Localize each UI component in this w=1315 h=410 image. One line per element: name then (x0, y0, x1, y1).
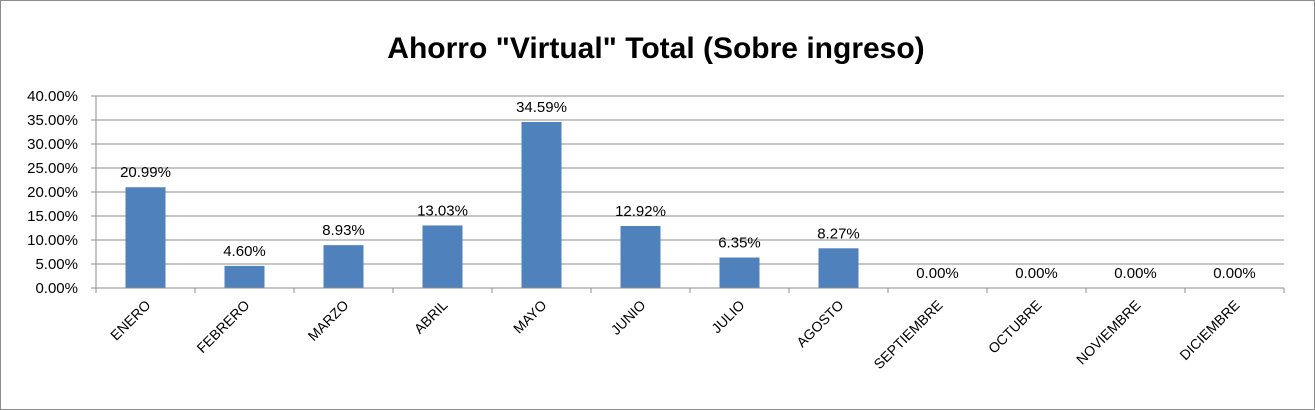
category-label: JULIO (708, 297, 747, 336)
y-tick-label: 15.00% (27, 208, 78, 225)
y-tick-label: 40.00% (27, 88, 78, 105)
data-label: 8.93% (322, 222, 365, 239)
bar (620, 225, 661, 288)
data-label: 0.00% (1114, 265, 1157, 282)
bar (422, 225, 463, 288)
category-label: FEBRERO (193, 297, 252, 356)
category-label: JUNIO (608, 297, 649, 338)
bar (224, 265, 265, 288)
data-label: 13.03% (417, 202, 468, 219)
y-tick-label: 25.00% (27, 160, 78, 177)
data-label: 20.99% (120, 164, 171, 181)
y-tick-label: 5.00% (35, 256, 78, 273)
data-label: 8.27% (817, 225, 860, 242)
bars (125, 121, 859, 288)
category-label: ENERO (107, 297, 154, 344)
y-tick-label: 35.00% (27, 112, 78, 129)
category-label: MAYO (510, 297, 550, 337)
data-label: 34.59% (516, 99, 567, 116)
chart-title: Ahorro "Virtual" Total (Sobre ingreso) (387, 32, 924, 65)
data-label: 0.00% (916, 265, 959, 282)
bar (719, 257, 760, 288)
data-label: 0.00% (1213, 265, 1256, 282)
bar (125, 187, 166, 288)
category-label: OCTUBRE (985, 297, 1045, 357)
category-label: MARZO (305, 297, 352, 344)
bar (323, 245, 364, 288)
data-labels: 20.99% 4.60% 8.93% 13.03% 34.59% 12.92% 6.35% 8… (120, 99, 1256, 282)
category-labels: ENERO FEBRERO MARZO ABRIL MAYO JUNIO JULIO AGOS… (107, 297, 1243, 372)
y-tick-label: 10.00% (27, 232, 78, 249)
category-label: ABRIL (411, 297, 451, 337)
gridlines (96, 95, 1284, 289)
category-label: NOVIEMBRE (1073, 297, 1144, 368)
category-label: DICIEMBRE (1176, 297, 1242, 363)
category-label: AGOSTO (793, 297, 847, 351)
y-tick-label: 0.00% (35, 280, 78, 297)
category-label: SEPTIEMBRE (870, 297, 945, 372)
y-axis-ticks: 0.00% 5.00% 10.00% 15.00% 20.00% 25.00% 30.00%… (27, 88, 97, 297)
y-tick-label: 20.00% (27, 184, 78, 201)
x-axis (95, 287, 1285, 293)
data-label: 6.35% (718, 235, 761, 252)
bar (818, 248, 859, 288)
data-label: 4.60% (223, 243, 266, 260)
data-label: 12.92% (615, 203, 666, 220)
y-tick-label: 30.00% (27, 136, 78, 153)
bar (521, 121, 562, 288)
data-label: 0.00% (1015, 265, 1058, 282)
